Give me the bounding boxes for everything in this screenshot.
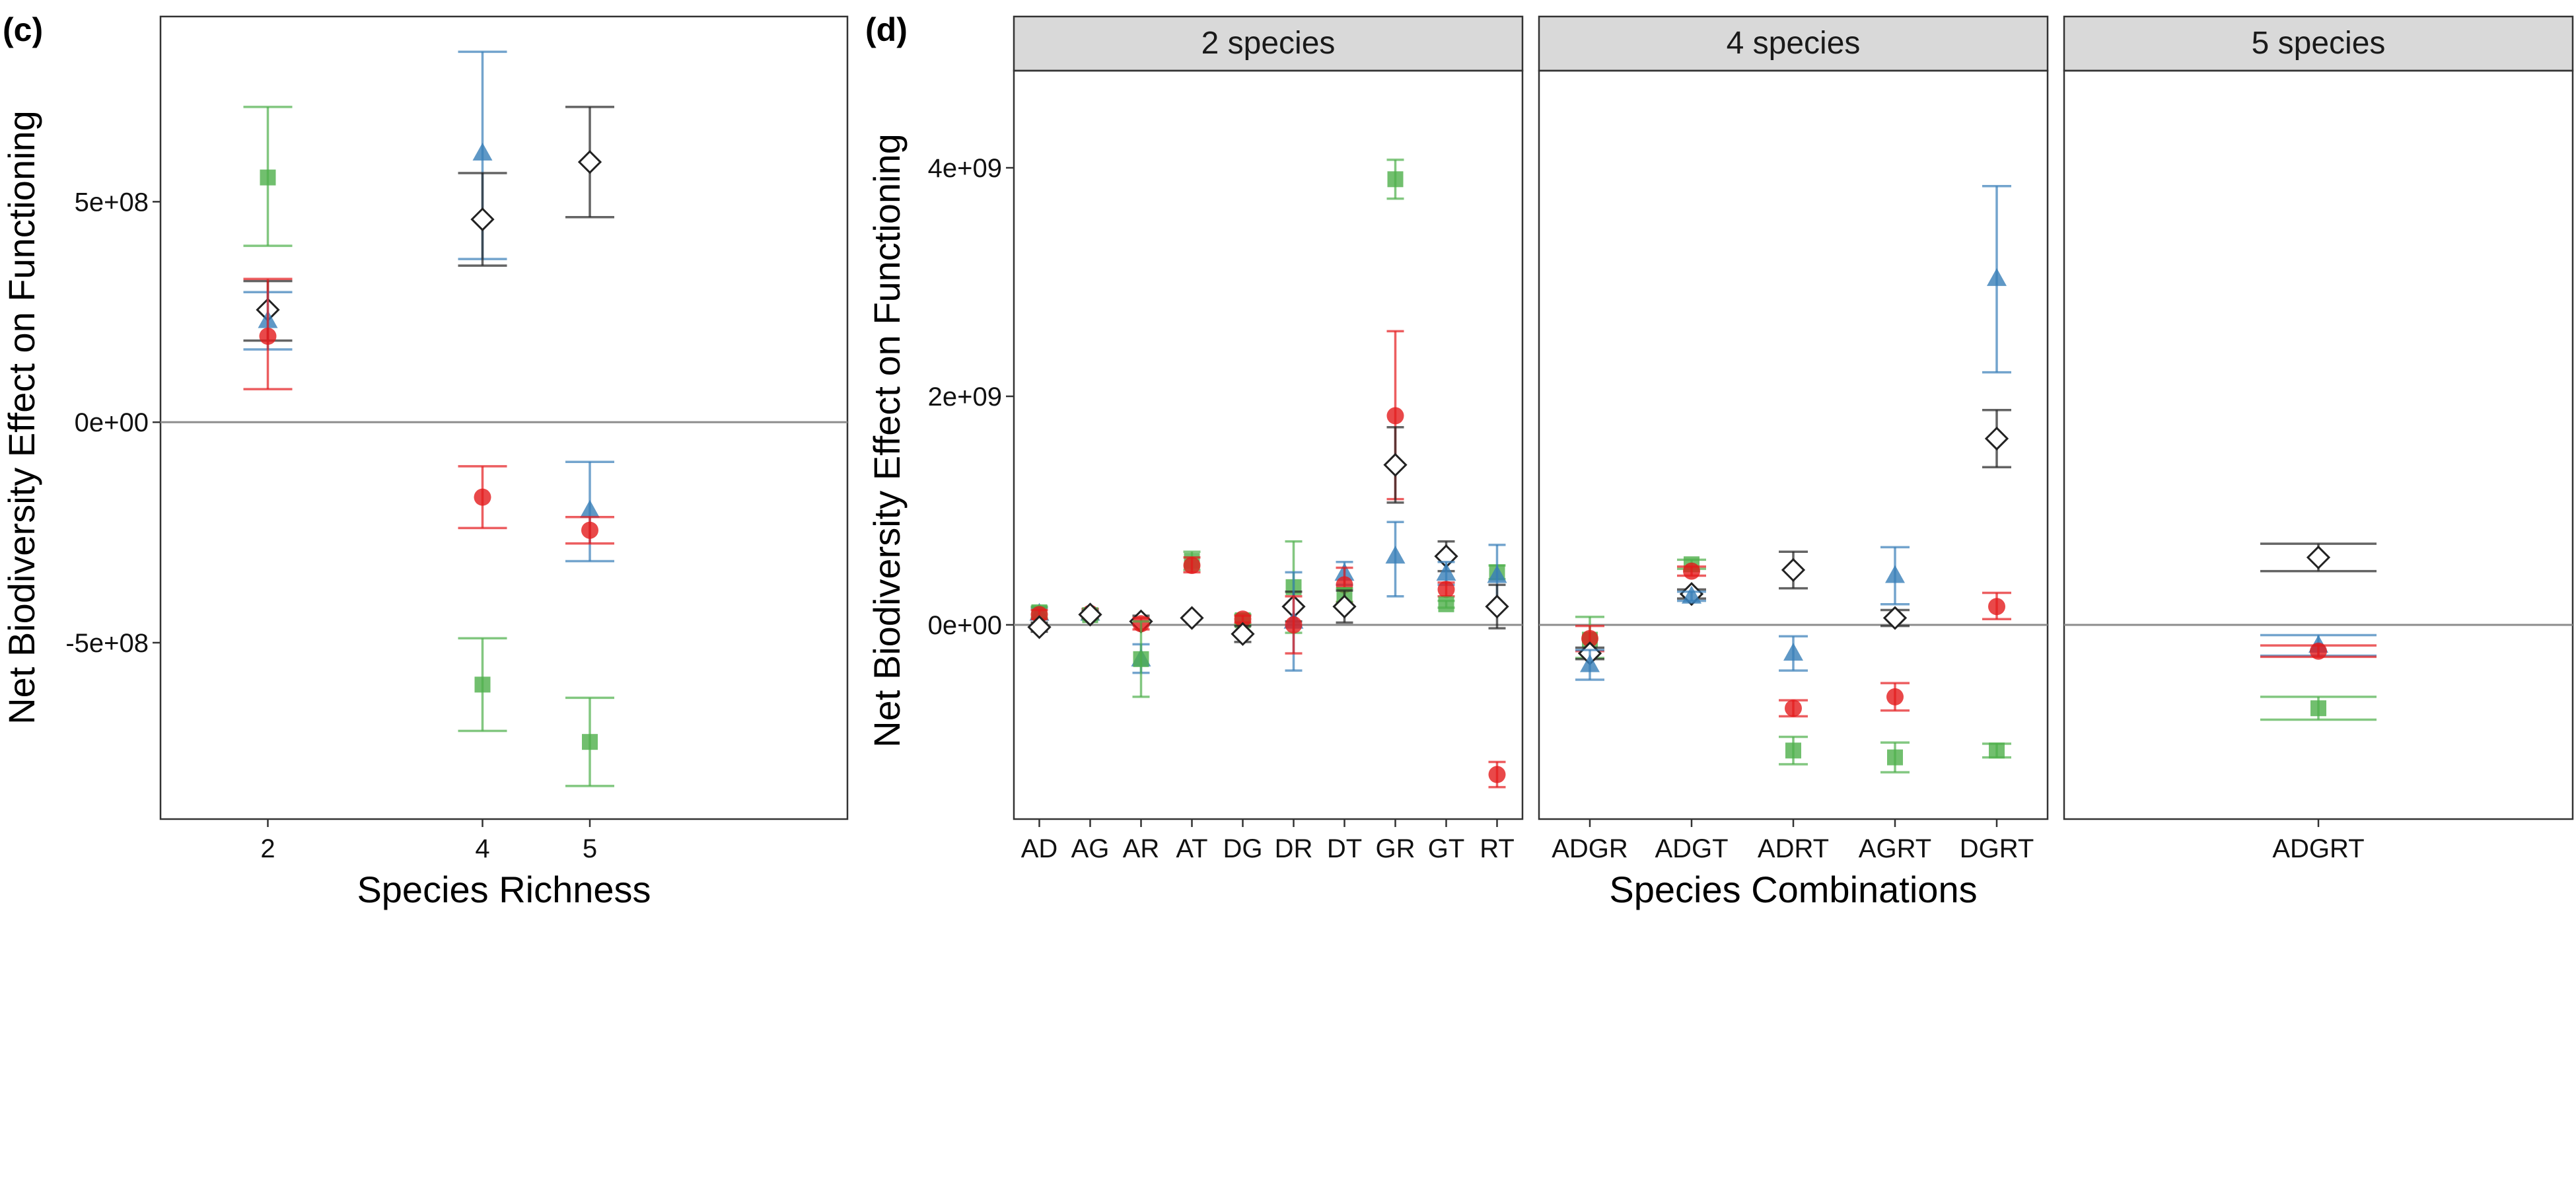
facet-3: 5 species ADGRT	[2063, 15, 2574, 863]
x-tick-label: 5	[583, 834, 597, 863]
y-tick-label: 0e+00	[75, 408, 149, 437]
x-tick-label: AG	[1071, 834, 1110, 863]
panel-c-point-red	[474, 488, 491, 506]
x-tick-label: AR	[1123, 834, 1160, 863]
panel-c-marks	[161, 50, 847, 787]
facet-2-point-black	[1984, 426, 2009, 451]
panel-c-point-black	[470, 207, 495, 232]
facet-strip	[1538, 15, 2049, 72]
panel-c-point-red	[581, 521, 598, 539]
x-tick-label: DG	[1223, 834, 1263, 863]
y-tick-label: 2e+09	[928, 382, 1002, 412]
x-tick-label: ADGT	[1655, 834, 1728, 863]
facet-1-point-green	[1387, 171, 1404, 188]
y-tick-label: 0e+00	[928, 611, 1002, 640]
facet-1-point-blue	[1436, 563, 1456, 581]
facet-2-point-green	[1785, 742, 1801, 759]
facet-1-point-black	[1231, 622, 1255, 646]
panel-d-plot: 2 species AD AG AR AT DG DR DT GR GT RT 4 species AD…	[866, 15, 2574, 910]
x-tick-label: GT	[1428, 834, 1465, 863]
x-tick-label: ADGRT	[2272, 834, 2364, 863]
facet-1-point-red	[1285, 616, 1303, 633]
facet-1-point-black	[1027, 615, 1052, 639]
y-tick-label: -5e+08	[65, 629, 149, 658]
facet-1-point-green	[1438, 596, 1454, 612]
facet-3-point-red	[2310, 642, 2327, 660]
facet-2-point-blue	[1580, 654, 1600, 672]
facet-1-point-black	[1078, 602, 1102, 627]
facet-1: 2 species AD AG AR AT DG DR DT GR GT RT	[1013, 15, 1524, 863]
facet-2-point-black	[1882, 606, 1908, 630]
panel-c-x-ticks: 2 4 5	[260, 819, 597, 863]
panel-c-point-red	[259, 327, 277, 345]
y-tick-label: 4e+09	[928, 154, 1002, 183]
facet-1-point-red	[1183, 556, 1201, 574]
facet-strip-title: 4 species	[1727, 26, 1861, 61]
panel-d-y-axis-title: Net Biodiversity Effect on Functioning	[866, 133, 908, 748]
facet-1-point-black	[1180, 606, 1204, 630]
facet-2-point-black	[1781, 558, 1806, 583]
facet-1-point-black	[1485, 594, 1509, 619]
facet-strip	[1013, 15, 1524, 72]
x-tick-label: DGRT	[1960, 834, 2034, 863]
x-tick-label: DR	[1275, 834, 1313, 863]
panel-c-frame	[159, 15, 849, 820]
facet-2-point-blue	[1885, 565, 1905, 583]
x-tick-label: ADGR	[1552, 834, 1628, 863]
panel-c-point-blue	[580, 499, 600, 518]
x-tick-label: 2	[260, 834, 275, 863]
panel-c-plot: -5e+08 0e+00 5e+08 2 4 5 Species Richness Ne…	[1, 15, 849, 910]
facet-strip-title: 2 species	[1201, 26, 1336, 61]
panel-c-x-axis-title: Species Richness	[357, 869, 651, 910]
facet-2-point-blue	[1987, 268, 2007, 286]
x-tick-label: RT	[1480, 834, 1515, 863]
facet-1-point-red	[1488, 766, 1506, 783]
facet-2-point-green	[1989, 742, 2005, 759]
facet-1-point-black	[1332, 594, 1357, 619]
panel-c-point-green	[260, 169, 276, 186]
facet-1-point-red	[1030, 606, 1048, 624]
facet-frame	[1013, 69, 1524, 820]
facet-1-point-red	[1234, 610, 1252, 628]
panel-c-point-green	[474, 676, 491, 693]
panel-c-tag: (c)	[3, 11, 43, 48]
facet-3-point-green	[2310, 700, 2326, 717]
facet-1-point-red	[1386, 407, 1404, 425]
facet-2: 4 species ADGR ADGT ADRT AGRT DGRT	[1538, 15, 2049, 863]
facet-2-point-red	[1988, 598, 2005, 616]
panel-c-point-green	[582, 734, 598, 750]
panel-d-tag: (d)	[865, 11, 908, 48]
y-tick-label: 5e+08	[75, 188, 149, 217]
panel-c-point-black	[577, 150, 602, 174]
facet-1-point-black	[1383, 452, 1408, 477]
facet-strip-title: 5 species	[2252, 26, 2386, 61]
facet-2-point-red	[1886, 688, 1904, 705]
panel-c-point-blue	[472, 142, 493, 161]
x-tick-label: AD	[1021, 834, 1058, 863]
panel-c-y-axis-title: Net Biodiversity Effect on Functioning	[1, 110, 42, 725]
facet-1-point-green	[1133, 651, 1149, 667]
panel-d-x-axis-title: Species Combinations	[1609, 869, 1977, 910]
x-tick-label: ADRT	[1758, 834, 1829, 863]
facet-2-point-green	[1887, 749, 1903, 766]
x-tick-label: AT	[1176, 834, 1207, 863]
x-tick-label: GR	[1376, 834, 1415, 863]
facet-2-point-red	[1683, 562, 1700, 580]
panel-d-facets: 2 species AD AG AR AT DG DR DT GR GT RT 4 species AD…	[1013, 15, 2574, 863]
facet-3-point-black	[2306, 545, 2331, 570]
facet-2-point-blue	[1682, 585, 1701, 604]
facet-1-point-red	[1437, 581, 1455, 598]
x-tick-label: 4	[475, 834, 489, 863]
facet-2-point-red	[1581, 630, 1598, 647]
panel-c-y-ticks: -5e+08 0e+00 5e+08	[65, 188, 161, 658]
facet-2-point-red	[1785, 700, 1802, 717]
facet-1-point-blue	[1487, 565, 1507, 583]
x-tick-label: DT	[1327, 834, 1362, 863]
x-tick-label: AGRT	[1859, 834, 1931, 863]
panel-d-y-ticks: 0e+00 2e+09 4e+09	[928, 154, 1014, 640]
facet-2-point-blue	[1783, 643, 1803, 661]
facet-1-point-blue	[1385, 546, 1406, 564]
